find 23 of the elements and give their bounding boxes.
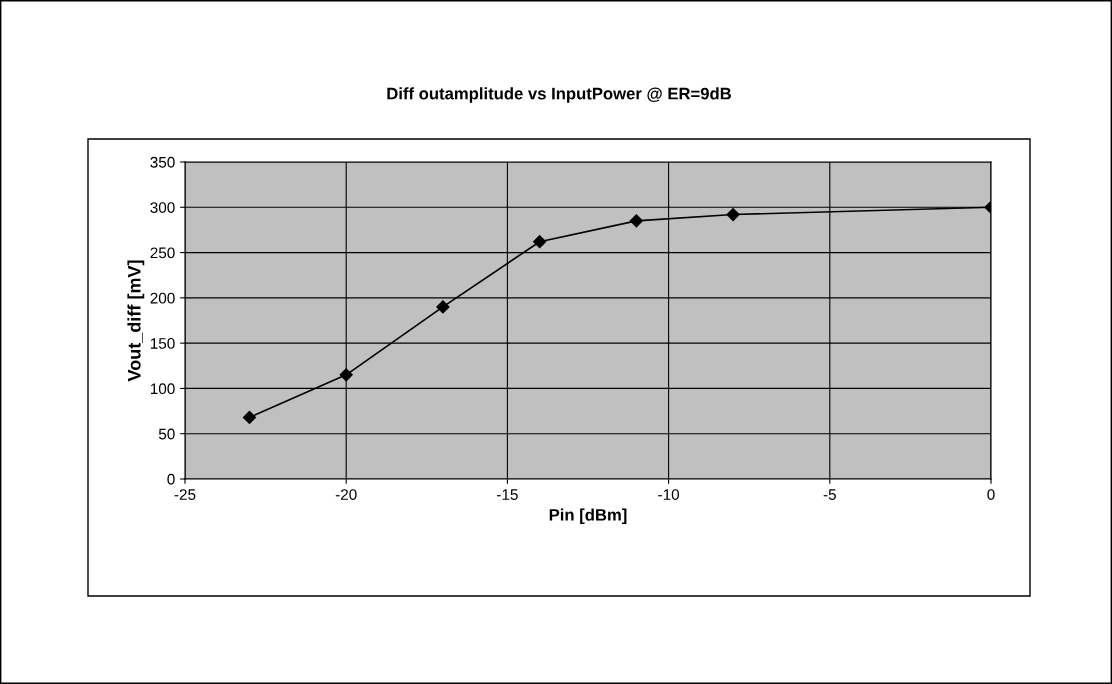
point bbox=[339, 368, 353, 382]
x-tick-label: 0 bbox=[987, 489, 995, 500]
chart-title: Diff outamplitude vs InputPower @ ER=9dB bbox=[387, 87, 731, 103]
y-tick-label: 250 bbox=[150, 247, 175, 259]
y-tick-label: 150 bbox=[150, 338, 175, 349]
y-tick-label: 0 bbox=[167, 473, 175, 485]
x-axis-title: Pin [dBm] bbox=[549, 508, 627, 525]
y-tick-label: 350 bbox=[150, 156, 175, 168]
x-tick-label: -25 bbox=[174, 489, 196, 500]
point bbox=[436, 300, 450, 314]
point bbox=[242, 410, 257, 424]
x-tick-label: -10 bbox=[658, 489, 680, 500]
point bbox=[533, 235, 547, 249]
y-tick-label: 200 bbox=[150, 292, 175, 304]
y-axis-title: Vout_diff [mV] bbox=[127, 260, 145, 382]
x-tick-label: -15 bbox=[497, 489, 518, 500]
y-tick-label: 50 bbox=[158, 428, 175, 440]
point bbox=[726, 207, 740, 222]
x-tick-label: -5 bbox=[823, 489, 836, 500]
point bbox=[629, 214, 643, 228]
y-tick-label: 300 bbox=[150, 202, 175, 213]
x-tick-label: -20 bbox=[335, 489, 357, 500]
y-tick-label: 100 bbox=[150, 383, 175, 395]
